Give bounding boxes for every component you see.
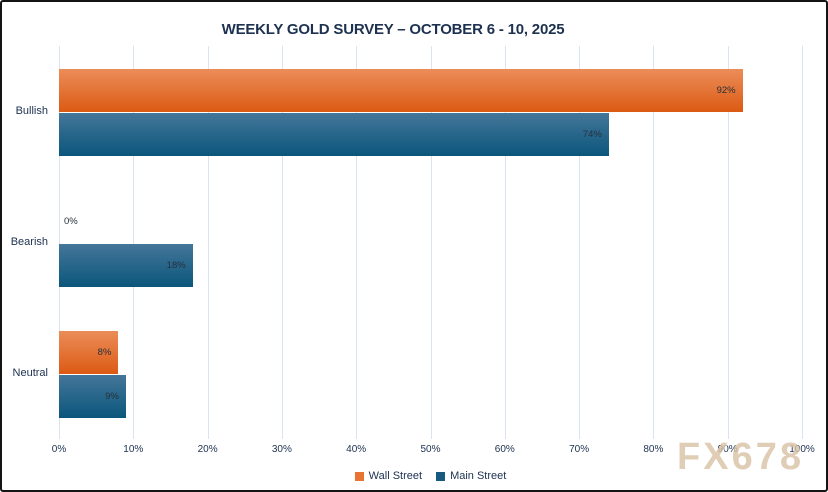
x-tick-label-50: 50%	[420, 444, 441, 455]
value-label-wall-street-neutral: 8%	[97, 347, 112, 359]
gridline-80	[653, 46, 655, 439]
value-label-main-street-neutral: 9%	[105, 390, 119, 402]
chart-title: WEEKLY GOLD SURVEY – OCTOBER 6 - 10, 202…	[221, 21, 565, 38]
x-tick-label-20: 20%	[197, 444, 218, 455]
x-tick-label-60: 60%	[494, 444, 515, 455]
bar-wall-street-neutral	[59, 331, 119, 375]
chart-legend: Wall Street Main Street	[59, 470, 802, 482]
gridline-20	[207, 46, 209, 439]
legend-item-wall-street: Wall Street	[354, 470, 423, 482]
gridline-0	[59, 46, 60, 439]
bar-main-street-bullish	[59, 112, 609, 156]
gridline-90	[727, 46, 729, 439]
main-street-swatch-icon	[436, 471, 446, 481]
gridline-70	[579, 46, 581, 439]
value-label-wall-street-bullish: 92%	[716, 85, 736, 97]
category-label-bearish: Bearish	[10, 236, 48, 248]
value-label-main-street-bearish: 18%	[166, 259, 186, 271]
gridline-50	[430, 46, 432, 439]
bar-main-street-bearish	[59, 243, 193, 287]
wall-street-swatch-icon	[354, 471, 364, 481]
gridline-60	[504, 46, 506, 439]
bar-main-street-neutral	[59, 374, 126, 418]
x-tick-label-40: 40%	[346, 444, 367, 455]
legend-label-wall-street: Wall Street	[368, 470, 423, 482]
gridline-30	[281, 46, 283, 439]
x-tick-label-80: 80%	[643, 444, 664, 455]
x-tick-label-90: 90%	[717, 444, 738, 455]
gridline-10	[133, 46, 135, 439]
legend-item-main-street: Main Street	[436, 470, 506, 482]
category-label-bullish: Bullish	[15, 105, 48, 117]
x-tick-label-0: 0%	[51, 444, 67, 455]
gridline-100	[802, 46, 803, 439]
value-label-main-street-bullish: 74%	[582, 128, 602, 140]
value-label-wall-street-bearish: 0%	[64, 216, 78, 228]
legend-label-main-street: Main Street	[450, 470, 507, 482]
x-tick-label-30: 30%	[271, 444, 292, 455]
x-tick-label-70: 70%	[569, 444, 590, 455]
x-tick-label-100: 100%	[789, 444, 815, 455]
category-label-neutral: Neutral	[12, 367, 48, 379]
x-tick-label-10: 10%	[123, 444, 144, 455]
gridline-40	[356, 46, 358, 439]
bar-wall-street-bullish	[59, 69, 743, 113]
